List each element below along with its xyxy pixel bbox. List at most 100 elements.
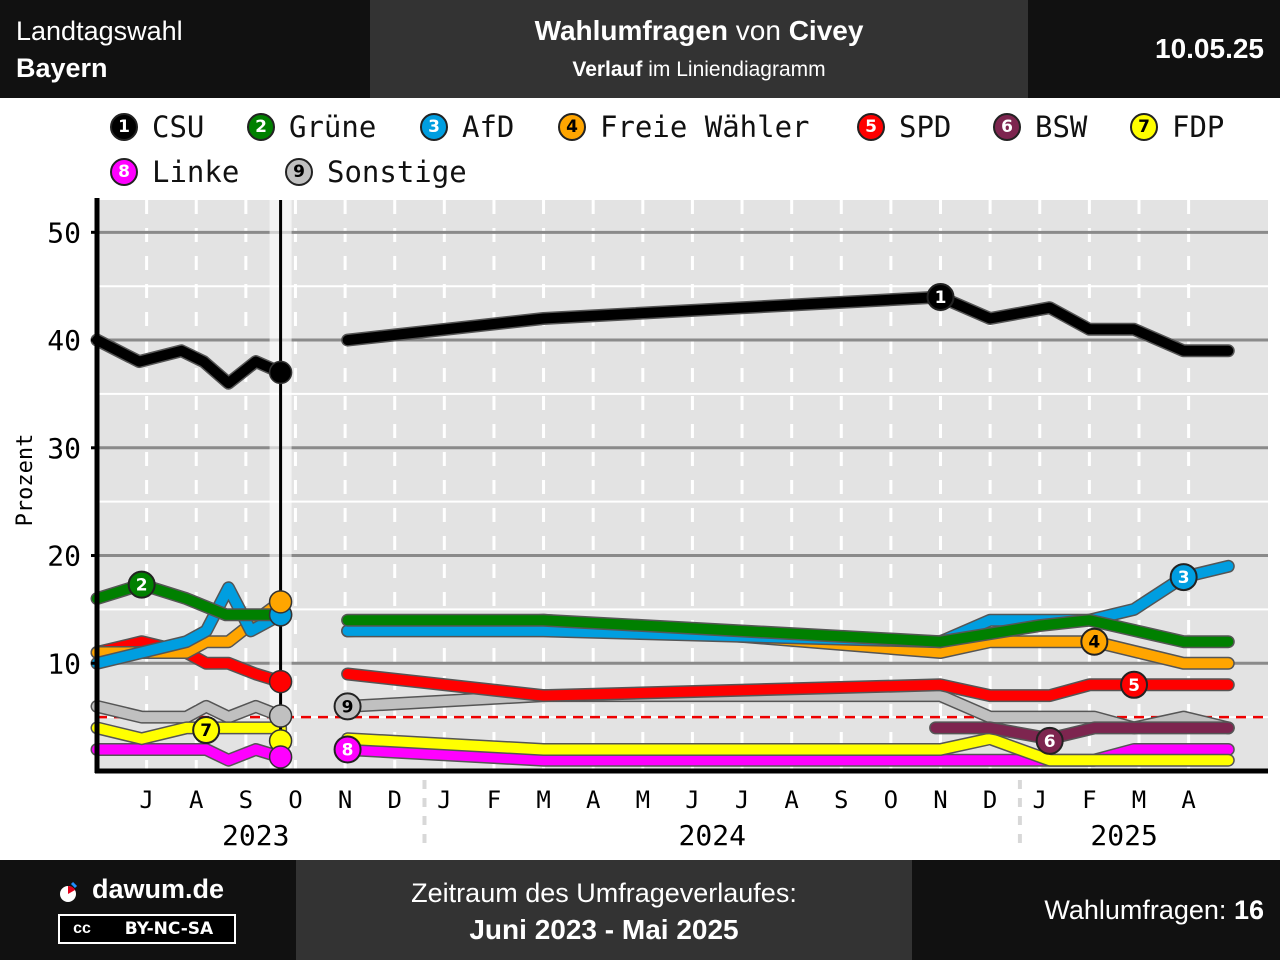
period-block: Zeitraum des Umfrageverlaufes: Juni 2023… xyxy=(296,860,912,960)
series-badge-9 xyxy=(333,692,362,721)
period-value: Juni 2023 - Mai 2025 xyxy=(469,914,739,945)
legend-item-4: 4 Freie Wähler xyxy=(558,107,810,147)
x-tick-label-21: A xyxy=(1181,786,1196,814)
subtitle-rest: im Liniendiagramm xyxy=(642,58,826,81)
brand-name: dawum.de xyxy=(92,874,225,904)
series-badge-3 xyxy=(1169,563,1198,592)
poll-count-label: Wahlumfragen: xyxy=(1044,895,1234,925)
x-tick-label-10: M xyxy=(636,786,650,814)
y-axis-label: Prozent xyxy=(13,434,38,527)
series-badge-label-2: 2 xyxy=(136,576,148,596)
legend-badge-4: 4 xyxy=(558,113,586,141)
year-label-2025: 2025 xyxy=(1090,819,1157,852)
legend-item-8: 8 Linke xyxy=(110,152,239,192)
x-tick-label-5: D xyxy=(387,786,401,814)
legend-item-2: 2 Grüne xyxy=(247,107,376,147)
legend-badge-8: 8 xyxy=(110,158,138,186)
legend-item-3: 3 AfD xyxy=(420,107,514,147)
poll-count-value: 16 xyxy=(1233,895,1264,925)
x-tick-label-0: J xyxy=(139,786,153,814)
title-block: Wahlumfragen von Civey Verlauf im Linien… xyxy=(370,0,1028,98)
legend-badge-7: 7 xyxy=(1130,113,1158,141)
x-tick-label-1: A xyxy=(189,786,204,814)
x-tick-label-8: M xyxy=(536,786,550,814)
series-badge-label-7: 7 xyxy=(200,721,212,741)
license-badge[interactable]: cc BY-NC-SA xyxy=(58,914,236,944)
series-badge-label-3: 3 xyxy=(1178,568,1190,588)
legend-badge-2: 2 xyxy=(247,113,275,141)
series-line-9-pre xyxy=(92,701,286,723)
legend-badge-1: 1 xyxy=(110,113,138,141)
series-badge-label-1: 1 xyxy=(935,288,947,308)
x-tick-label-15: O xyxy=(884,786,898,814)
legend-label-4: Freie Wähler xyxy=(600,110,810,144)
series-line-2-post xyxy=(342,615,1234,647)
series-line-2-pre xyxy=(92,579,286,620)
series-line-8-pre xyxy=(92,744,286,766)
cc-icon: cc xyxy=(60,916,104,942)
x-tick-label-9: A xyxy=(586,786,601,814)
legend-item-7: 7 FDP xyxy=(1130,107,1224,147)
legend-badge-5: 5 xyxy=(857,113,885,141)
series-badge-label-5: 5 xyxy=(1128,676,1140,696)
brand-block: dawum.de cc BY-NC-SA xyxy=(0,860,296,960)
chart-legend: 1 CSU 2 Grüne 3 AfD 4 Freie Wähler 5 SPD 6 BSW 7 FDP 8… xyxy=(100,104,1270,196)
legend-item-6: 6 BSW xyxy=(993,107,1087,147)
brand[interactable]: dawum.de xyxy=(58,874,224,905)
legend-label-1: CSU xyxy=(152,110,205,144)
legend-badge-9: 9 xyxy=(285,158,313,186)
x-tick-label-20: M xyxy=(1132,786,1146,814)
x-tick-label-4: N xyxy=(338,786,352,814)
x-tick-label-7: F xyxy=(487,786,501,814)
x-tick-label-11: J xyxy=(685,786,699,814)
series-line-7-post xyxy=(342,733,1234,766)
x-tick-label-17: D xyxy=(983,786,997,814)
y-tick-label-50: 50 xyxy=(47,216,81,249)
x-tick-label-3: O xyxy=(288,786,302,814)
series-badge-5 xyxy=(1120,670,1149,699)
legend-badge-3: 3 xyxy=(420,113,448,141)
region-name: Bayern xyxy=(16,53,108,83)
date-label: 10.05.25 xyxy=(1155,33,1264,64)
legend-badge-6: 6 xyxy=(993,113,1021,141)
series-badge-label-6: 6 xyxy=(1044,732,1056,752)
title-bold-1: Wahlumfragen xyxy=(534,15,728,46)
x-tick-label-14: S xyxy=(834,786,848,814)
y-tick-label-40: 40 xyxy=(47,324,81,357)
legend-label-9: Sonstige xyxy=(327,155,467,189)
x-tick-label-2: S xyxy=(239,786,253,814)
series-line-5-pre xyxy=(92,636,286,687)
page-title: Wahlumfragen von Civey xyxy=(370,15,1028,47)
election-result-dot-9 xyxy=(268,704,293,728)
series-badge-label-8: 8 xyxy=(342,740,354,760)
plot-background xyxy=(97,200,1268,771)
x-tick-label-6: J xyxy=(437,786,451,814)
series-badge-6 xyxy=(1035,726,1064,755)
legend-item-5: 5 SPD xyxy=(857,107,951,147)
header-bar: Landtagswahl Bayern Wahlumfragen von Civ… xyxy=(0,0,1280,98)
date-block: 10.05.25 xyxy=(1028,0,1280,98)
line-chart: 1 2 3 4 5 6 7 8 9 10 20 30 40 50 Prozent J A S O N D J F M A M J J A… xyxy=(13,198,1268,852)
poll-count-block: Wahlumfragen: 16 xyxy=(912,860,1280,960)
election-result-dot-8 xyxy=(268,745,293,769)
legend-label-2: Grüne xyxy=(289,110,377,144)
x-tick-label-13: A xyxy=(784,786,799,814)
poll-count: Wahlumfragen: 16 xyxy=(1044,895,1264,926)
dawum-logo-icon xyxy=(58,879,80,902)
title-mid: von xyxy=(728,15,789,46)
legend-label-5: SPD xyxy=(899,110,952,144)
footer-bar: dawum.de cc BY-NC-SA Zeitraum des Umfrag… xyxy=(0,860,1280,960)
legend-label-3: AfD xyxy=(462,110,515,144)
x-tick-label-16: N xyxy=(933,786,947,814)
license-text: BY-NC-SA xyxy=(104,916,234,942)
y-tick-label-20: 20 xyxy=(47,540,81,573)
x-tick-label-19: F xyxy=(1082,786,1096,814)
series-badge-4 xyxy=(1080,627,1109,656)
x-tick-label-12: J xyxy=(735,786,749,814)
series-line-1-post xyxy=(342,292,1234,356)
legend-item-1: 1 CSU xyxy=(110,107,204,147)
series-badge-2 xyxy=(127,570,156,599)
y-tick-label-10: 10 xyxy=(47,647,81,680)
period-label: Zeitraum des Umfrageverlaufes: xyxy=(411,878,797,908)
subtitle-bold: Verlauf xyxy=(572,58,643,81)
